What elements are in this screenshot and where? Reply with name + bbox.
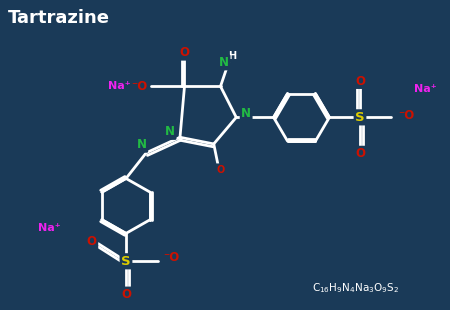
Text: O: O [87, 235, 97, 248]
Text: Na⁺: Na⁺ [38, 223, 61, 233]
Text: N: N [165, 126, 175, 139]
Text: ⁻O: ⁻O [163, 251, 179, 264]
Text: H: H [228, 51, 236, 61]
Text: Tartrazine: Tartrazine [8, 9, 110, 27]
Text: Na⁺: Na⁺ [108, 81, 130, 91]
Text: O: O [355, 147, 365, 160]
Text: ⁻O: ⁻O [398, 108, 414, 122]
Text: S: S [121, 255, 131, 268]
Text: ⁻O: ⁻O [131, 80, 148, 93]
Text: S: S [355, 111, 365, 124]
Text: O: O [121, 288, 131, 301]
Text: C$_{16}$H$_{9}$N$_{4}$Na$_{3}$O$_{9}$S$_{2}$: C$_{16}$H$_{9}$N$_{4}$Na$_{3}$O$_{9}$S$_… [312, 281, 399, 295]
Text: O: O [355, 74, 365, 87]
Text: O: O [180, 46, 189, 59]
Text: Na⁺: Na⁺ [414, 84, 436, 94]
Text: N: N [137, 138, 147, 151]
Text: O: O [216, 165, 225, 175]
Text: N: N [241, 107, 251, 120]
Text: N: N [219, 56, 229, 69]
